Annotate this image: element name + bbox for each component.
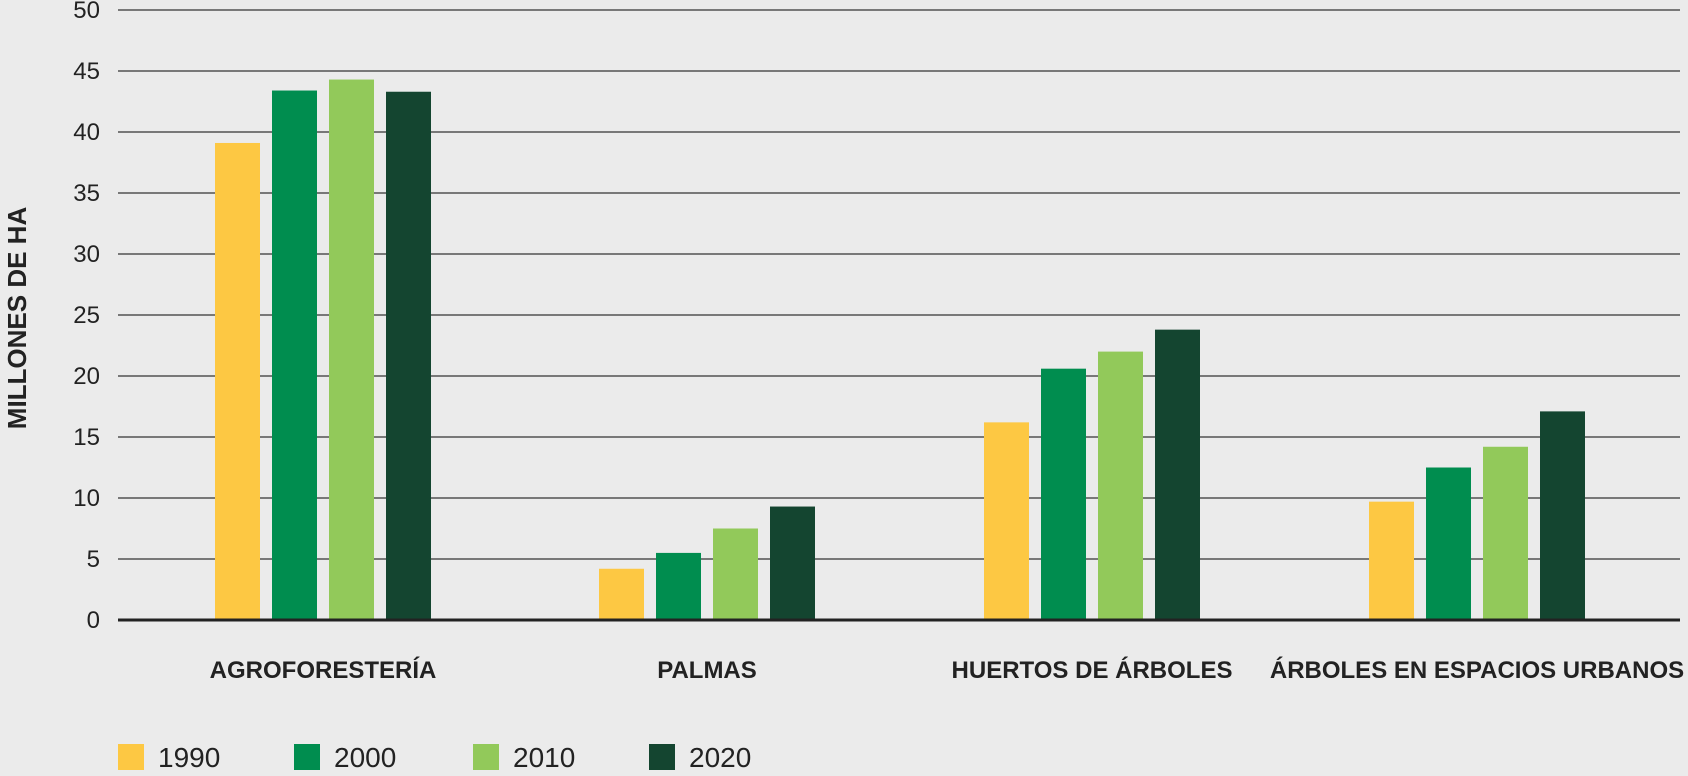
legend-swatch-2020	[649, 744, 675, 770]
bar-1990-1	[599, 568, 644, 620]
bar-2020-1	[770, 506, 815, 620]
bar-2010-1	[713, 528, 758, 620]
bar-2010-2	[1098, 351, 1143, 620]
legend: 1990 2000 2010 2020	[118, 742, 751, 773]
bar-2000-1	[656, 552, 701, 620]
y-axis-title: MILLONES DE HA	[2, 207, 32, 430]
bar-2020-0	[386, 91, 431, 621]
gridlines	[118, 9, 1680, 560]
y-tick-label: 15	[73, 424, 100, 451]
y-tick-label: 40	[73, 119, 100, 146]
y-tick-label: 45	[73, 58, 100, 85]
category-label: ÁRBOLES EN ESPACIOS URBANOS	[1270, 656, 1684, 684]
y-tick-label: 50	[73, 0, 100, 24]
category-label: PALMAS	[657, 657, 757, 684]
bar-1990-3	[1369, 501, 1414, 620]
y-tick-label: 5	[87, 546, 100, 573]
legend-swatch-1990	[118, 744, 144, 770]
category-label: HUERTOS DE ÁRBOLES	[952, 656, 1233, 684]
category-labels: AGROFORESTERÍA PALMAS HUERTOS DE ÁRBOLES ÁR…	[210, 656, 1684, 684]
legend-swatch-2010	[473, 744, 499, 770]
y-axis-ticks: 0 5 10 15 20 25 30 35 40 45 50	[73, 0, 100, 634]
y-tick-label: 20	[73, 363, 100, 390]
bar-1990-0	[215, 142, 260, 621]
bar-2020-2	[1155, 329, 1200, 620]
bars	[215, 79, 1585, 621]
legend-label: 2000	[334, 742, 396, 773]
bar-2000-0	[272, 90, 317, 620]
y-tick-label: 0	[87, 607, 100, 634]
y-tick-label: 10	[73, 485, 100, 512]
bar-2010-3	[1483, 446, 1528, 620]
bar-2000-3	[1426, 467, 1471, 620]
legend-label: 2020	[689, 742, 751, 773]
bar-2010-0	[329, 79, 374, 621]
y-tick-label: 30	[73, 241, 100, 268]
bar-2020-3	[1540, 411, 1585, 620]
legend-swatch-2000	[294, 744, 320, 770]
legend-label: 2010	[513, 742, 575, 773]
legend-label: 1990	[158, 742, 220, 773]
category-label: AGROFORESTERÍA	[210, 656, 437, 684]
bar-2000-2	[1041, 368, 1086, 620]
y-tick-label: 35	[73, 180, 100, 207]
y-tick-label: 25	[73, 302, 100, 329]
bar-1990-2	[984, 422, 1029, 620]
